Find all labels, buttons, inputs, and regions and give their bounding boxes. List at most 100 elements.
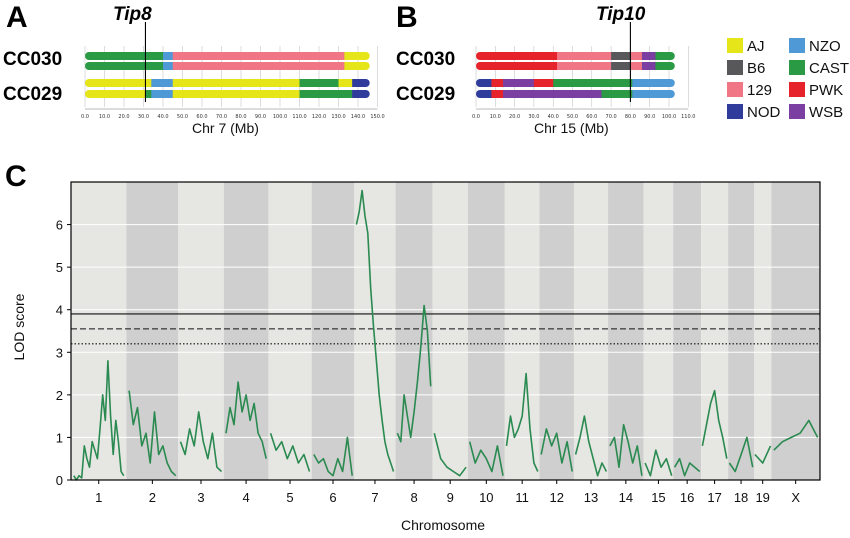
segment-129: [630, 52, 643, 60]
chr-tick-label: 0.0: [472, 114, 480, 120]
chr-tick-label: 30.0: [138, 114, 149, 120]
chromosome-band: [178, 182, 224, 480]
lod-line-chr9: [433, 433, 467, 477]
lod-line-chr3: [179, 411, 223, 473]
segment-NZO: [163, 62, 174, 70]
chromosome-tick-label: 15: [651, 490, 665, 505]
segment-AJ: [85, 90, 146, 98]
lod-line-chr13: [574, 415, 608, 477]
chr-tick-label: 110.0: [681, 114, 695, 120]
segment-AJ: [85, 79, 152, 87]
chr-tick-label: 100.0: [662, 114, 676, 120]
chromosome-band: [728, 182, 755, 480]
chromosome-tick-label: 2: [149, 490, 156, 505]
segment-CAST: [299, 79, 339, 87]
y-tick-label: 6: [56, 218, 63, 233]
lod-line-chr18: [728, 436, 754, 473]
chromosome-tick-label: 18: [734, 490, 748, 505]
lod-line-chr16: [673, 457, 701, 477]
segment-129: [557, 52, 612, 60]
chromosome-band: [268, 182, 312, 480]
segment-CAST: [601, 90, 633, 98]
chr-tick-label: 110.0: [292, 114, 306, 120]
segment-AJ: [338, 79, 353, 87]
lod-line-chr8: [396, 304, 432, 443]
chr-tick-label: 30.0: [528, 114, 539, 120]
segment-NZO: [632, 79, 675, 87]
y-axis-label: LOD score: [11, 293, 27, 360]
panel-a-cc029-label: CC029: [3, 84, 62, 105]
chr-tick-label: 80.0: [235, 114, 246, 120]
tip8-gene-label: Tip8: [113, 4, 152, 25]
y-tick-label: 3: [56, 345, 63, 360]
chromosome-tick-label: 9: [447, 490, 454, 505]
lod-line-chr6: [313, 436, 353, 477]
legend-label-B6: B6: [747, 60, 765, 77]
chromosome-tick-label: 1: [95, 490, 102, 505]
chromosome-tick-label: 13: [584, 490, 598, 505]
segment-B6: [611, 62, 631, 70]
segment-AJ: [172, 79, 300, 87]
segment-CAST: [85, 52, 164, 60]
legend-label-PWK: PWK: [809, 82, 843, 99]
segment-NOD: [476, 90, 492, 98]
panel-b-cc029-label: CC029: [396, 84, 455, 105]
chr-tick-label: 140.0: [351, 114, 365, 120]
segment-WSB: [503, 79, 535, 87]
chr-tick-label: 70.0: [606, 114, 617, 120]
chr-tick-label: 60.0: [196, 114, 207, 120]
segment-WSB: [641, 62, 656, 70]
chr7-haplotype-chart: 0.0 10.0 20.0 30.0 40.0 50.0 60.0 70.0 80.0 90.0 1…: [81, 22, 385, 120]
segment-NZO: [632, 90, 675, 98]
lod-line-chr15: [644, 449, 673, 477]
y-tick-label: 2: [56, 388, 63, 403]
chromosome-bar: [476, 90, 675, 98]
chromosome-band: [354, 182, 396, 480]
segment-CAST: [299, 90, 353, 98]
chromosome-tick-label: 10: [479, 490, 493, 505]
chromosome-band: [539, 182, 574, 480]
chromosome-tick-label: 16: [680, 490, 694, 505]
y-tick-label: 4: [56, 303, 63, 318]
segment-NZO: [163, 52, 174, 60]
x-axis-label: Chromosome: [401, 517, 485, 533]
chromosome-bar: [476, 62, 675, 70]
chromosome-tick-label: 14: [619, 490, 633, 505]
chr-tick-label: 40.0: [157, 114, 168, 120]
segment-NOD: [476, 79, 492, 87]
legend-swatch-NZO: [789, 38, 805, 53]
chromosome-tick-label: X: [791, 490, 800, 505]
panel-c-letter: C: [5, 160, 27, 193]
chr15-haplotype-chart: 0.0 10.0 20.0 30.0 40.0 50.0 60.0 70.0 80.0 90.0 1…: [472, 22, 695, 120]
lod-line-chr17: [701, 389, 728, 459]
chr-tick-label: 90.0: [255, 114, 266, 120]
chr7-axis-label: Chr 7 (Mb): [192, 120, 259, 136]
chromosome-tick-label: 17: [707, 490, 721, 505]
lod-line-chr14: [609, 423, 643, 476]
chr-tick-label: 20.0: [509, 114, 520, 120]
segment-WSB: [641, 52, 656, 60]
segment-CAST: [85, 62, 164, 70]
chr-tick-label: 100.0: [273, 114, 287, 120]
segment-129: [630, 62, 643, 70]
lod-line-chr19: [754, 445, 772, 464]
segment-NZO: [151, 90, 174, 98]
segment-129: [172, 62, 345, 70]
legend-swatch-AJ: [727, 38, 743, 53]
segment-NOD: [352, 90, 370, 98]
plot-frame: [70, 181, 821, 481]
legend-label-CAST: CAST: [809, 60, 849, 77]
segment-PWK: [491, 90, 504, 98]
chr-tick-label: 90.0: [644, 114, 655, 120]
tip10-gene-label: Tip10: [596, 4, 646, 25]
chr15-axis-label: Chr 15 (Mb): [534, 120, 609, 136]
legend-swatch-NOD: [727, 104, 743, 119]
founder-legend: AJ B6 129 NOD NZO CAST PWK WSB: [727, 38, 849, 121]
chromosome-bar: [85, 90, 370, 98]
chromosome-band: [467, 182, 505, 480]
y-tick-label: 0: [56, 473, 63, 488]
segment-CAST: [145, 90, 152, 98]
